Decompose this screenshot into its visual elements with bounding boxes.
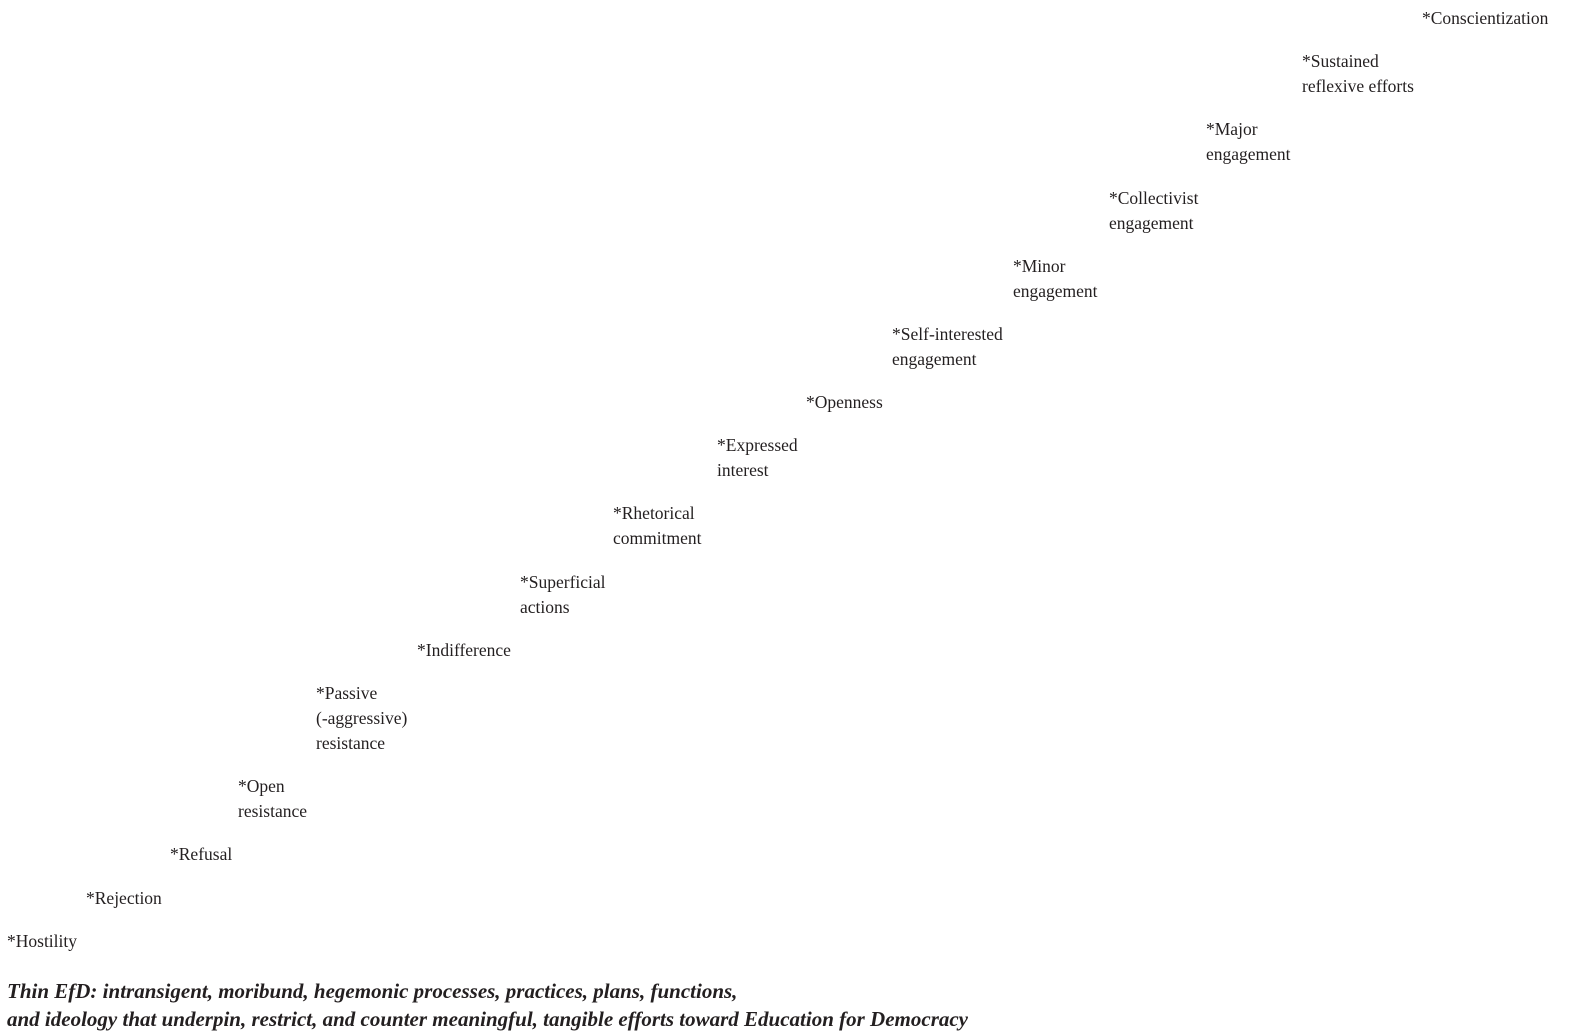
- step-label: *Conscientization: [1422, 6, 1548, 31]
- step-label-line: *Open: [238, 776, 285, 796]
- step-label: *Rejection: [86, 886, 162, 911]
- diagram-caption: Thin EfD: intransigent, moribund, hegemo…: [7, 977, 1587, 1033]
- step-label: *Indifference: [417, 638, 511, 663]
- step-label-line: *Rhetorical: [613, 503, 695, 523]
- step-label-line: resistance: [316, 733, 385, 753]
- step-label: *Rhetorical commitment: [613, 501, 701, 551]
- step-label-line: *Superficial: [520, 572, 606, 592]
- step-label: *Refusal: [170, 842, 232, 867]
- step-label-line: *Sustained: [1302, 51, 1379, 71]
- step-label: *Sustained reflexive efforts: [1302, 49, 1414, 99]
- step-label-line: engagement: [892, 349, 977, 369]
- step-label-line: engagement: [1013, 281, 1098, 301]
- step-label: *Hostility: [7, 929, 77, 954]
- step-label-line: reflexive efforts: [1302, 76, 1414, 96]
- step-label-line: *Collectivist: [1109, 188, 1199, 208]
- step-label-line: *Openness: [806, 392, 883, 412]
- step-label-line: (-aggressive): [316, 708, 408, 728]
- step-label-line: commitment: [613, 528, 702, 548]
- step-label-line: *Hostility: [7, 931, 78, 951]
- caption-line-2: and ideology that underpin, restrict, an…: [7, 1007, 969, 1031]
- step-label-line: *Expressed: [717, 435, 798, 455]
- step-label-line: *Passive: [316, 683, 378, 703]
- step-label: *Superficial actions: [520, 570, 606, 620]
- step-label-line: *Conscientization: [1422, 8, 1549, 28]
- step-label: *Self-interested engagement: [892, 322, 1003, 372]
- step-label: *Collectivist engagement: [1109, 186, 1198, 236]
- step-label-line: actions: [520, 597, 570, 617]
- step-label-line: *Self-interested: [892, 324, 1003, 344]
- step-label-line: *Refusal: [170, 844, 233, 864]
- step-label-line: *Indifference: [417, 640, 511, 660]
- step-label-line: resistance: [238, 801, 307, 821]
- step-label-line: *Rejection: [86, 888, 162, 908]
- caption-line-1: Thin EfD: intransigent, moribund, hegemo…: [7, 979, 738, 1003]
- step-label: *Passive (-aggressive) resistance: [316, 681, 407, 756]
- step-label-line: *Major: [1206, 119, 1258, 139]
- step-label: *Minor engagement: [1013, 254, 1098, 304]
- step-label-line: engagement: [1206, 144, 1291, 164]
- step-label: *Open resistance: [238, 774, 307, 824]
- step-label-line: interest: [717, 460, 769, 480]
- step-label: *Openness: [806, 390, 883, 415]
- step-label-line: *Minor: [1013, 256, 1066, 276]
- step-label: *Expressed interest: [717, 433, 798, 483]
- step-label-line: engagement: [1109, 213, 1194, 233]
- step-label: *Major engagement: [1206, 117, 1291, 167]
